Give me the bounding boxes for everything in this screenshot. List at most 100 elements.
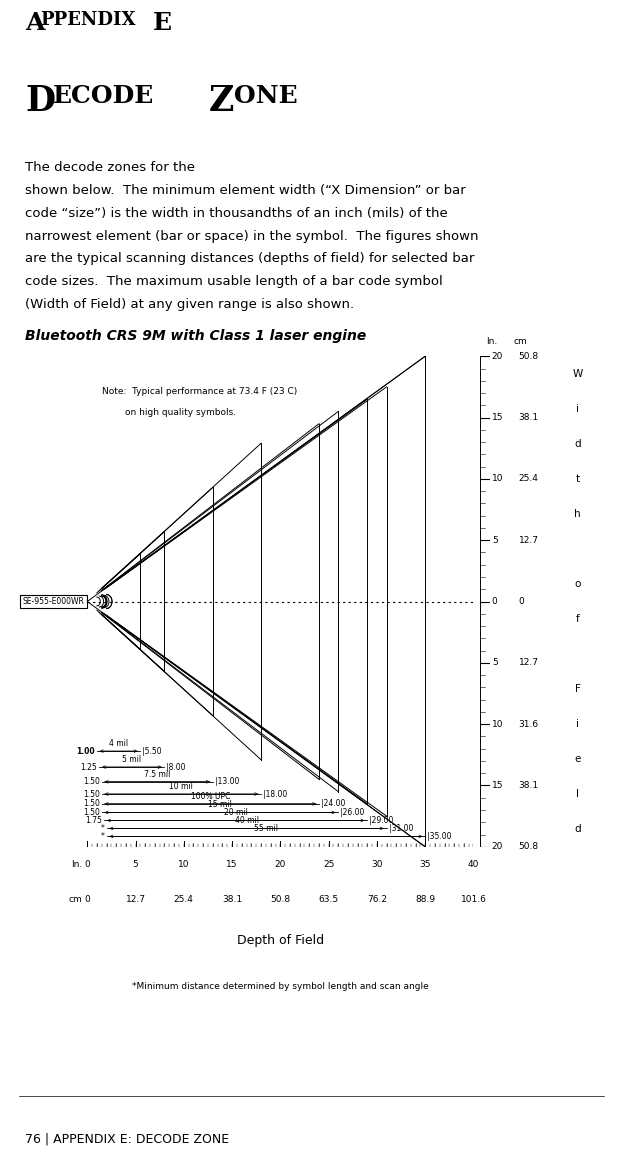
Text: 12.7: 12.7	[125, 895, 146, 904]
Text: 5 mil: 5 mil	[122, 755, 141, 764]
Text: cm: cm	[69, 895, 82, 904]
Text: 38.1: 38.1	[518, 413, 539, 422]
Text: D: D	[25, 84, 55, 118]
Text: 15 mil: 15 mil	[208, 800, 232, 809]
Text: |18.00: |18.00	[263, 790, 287, 799]
Text: ECODE: ECODE	[53, 84, 155, 109]
Text: *: *	[101, 823, 105, 833]
Text: f: f	[576, 614, 579, 624]
Text: 25.4: 25.4	[518, 474, 538, 484]
Text: are the typical scanning distances (depths of field) for selected bar: are the typical scanning distances (dept…	[25, 252, 474, 265]
Text: 20: 20	[492, 842, 503, 851]
Text: narrowest element (bar or space) in the symbol.  The figures shown: narrowest element (bar or space) in the …	[25, 230, 478, 243]
Text: |31.00: |31.00	[389, 823, 413, 833]
Text: 88.9: 88.9	[415, 895, 435, 904]
Text: e: e	[574, 755, 581, 764]
Text: 4 mil: 4 mil	[109, 739, 128, 748]
Text: 5: 5	[133, 860, 138, 869]
Text: i: i	[576, 404, 579, 413]
Text: 40 mil: 40 mil	[234, 816, 259, 826]
Text: 10 mil: 10 mil	[169, 783, 193, 791]
Text: |35.00: |35.00	[427, 832, 452, 841]
Text: Bluetooth CRS 9M with Class 1 laser engine: Bluetooth CRS 9M with Class 1 laser engi…	[25, 329, 366, 343]
Text: o: o	[574, 579, 581, 589]
Text: Depth of Field: Depth of Field	[237, 933, 324, 947]
Text: 31.6: 31.6	[518, 719, 539, 729]
Text: code sizes.  The maximum usable length of a bar code symbol: code sizes. The maximum usable length of…	[25, 276, 443, 288]
Text: 20 mil: 20 mil	[224, 808, 247, 818]
Text: *: *	[101, 832, 105, 841]
Text: 101.6: 101.6	[460, 895, 487, 904]
Text: 15: 15	[492, 781, 503, 790]
Text: 1.00: 1.00	[77, 746, 95, 756]
Text: 1.50: 1.50	[83, 777, 100, 786]
Text: 5: 5	[492, 659, 498, 667]
Text: 10: 10	[492, 719, 503, 729]
Text: (Width of Field) at any given range is also shown.: (Width of Field) at any given range is a…	[25, 298, 354, 311]
Text: 38.1: 38.1	[222, 895, 242, 904]
Text: 63.5: 63.5	[318, 895, 339, 904]
Text: 1.50: 1.50	[83, 799, 100, 808]
Text: on high quality symbols.: on high quality symbols.	[102, 408, 236, 417]
Text: In.: In.	[486, 338, 497, 347]
Text: A: A	[25, 11, 44, 35]
Text: 1.50: 1.50	[83, 808, 100, 816]
Text: 35: 35	[419, 860, 431, 869]
Text: 76 | APPENDIX E: DECODE ZONE: 76 | APPENDIX E: DECODE ZONE	[25, 1133, 229, 1146]
Text: ONE: ONE	[234, 84, 297, 109]
Text: 15: 15	[226, 860, 238, 869]
Text: 0: 0	[492, 597, 498, 606]
Text: d: d	[574, 439, 581, 449]
Text: F: F	[574, 684, 581, 694]
Text: 1.50: 1.50	[83, 790, 100, 799]
Text: 12.7: 12.7	[518, 536, 539, 544]
Text: 7.5 mil: 7.5 mil	[144, 770, 171, 779]
Text: 12.7: 12.7	[518, 659, 539, 667]
Text: 38.1: 38.1	[518, 781, 539, 790]
Text: 20: 20	[275, 860, 286, 869]
Text: SE-955-E000WR: SE-955-E000WR	[22, 597, 84, 606]
Text: The decode zones for the: The decode zones for the	[25, 161, 199, 174]
Text: 76.2: 76.2	[367, 895, 387, 904]
Text: 20: 20	[492, 352, 503, 361]
Text: 25: 25	[323, 860, 335, 869]
Text: 15: 15	[492, 413, 503, 422]
Text: 1.75: 1.75	[85, 816, 102, 825]
Text: 0: 0	[84, 895, 90, 904]
Text: 100% UPC: 100% UPC	[191, 792, 230, 801]
Text: 0: 0	[518, 597, 525, 606]
Text: 50.8: 50.8	[270, 895, 290, 904]
Text: |26.00: |26.00	[340, 808, 364, 816]
Text: l: l	[576, 790, 579, 799]
Text: 50.8: 50.8	[518, 842, 539, 851]
Text: Note:  Typical performance at 73.4 F (23 C): Note: Typical performance at 73.4 F (23 …	[102, 387, 297, 396]
Text: W: W	[573, 369, 583, 378]
Text: 10: 10	[492, 474, 503, 484]
Text: d: d	[574, 825, 581, 834]
Text: 5: 5	[492, 536, 498, 544]
Text: shown below.  The minimum element width (“X Dimension” or bar: shown below. The minimum element width (…	[25, 185, 465, 197]
Text: 1.25: 1.25	[80, 763, 97, 772]
Text: 55 mil: 55 mil	[254, 825, 278, 833]
Text: h: h	[574, 509, 581, 519]
Text: code “size”) is the width in thousandths of an inch (mils) of the: code “size”) is the width in thousandths…	[25, 207, 448, 220]
Text: 40: 40	[468, 860, 479, 869]
Text: i: i	[576, 719, 579, 729]
Text: Z: Z	[209, 84, 234, 118]
Text: 0: 0	[84, 860, 90, 869]
Text: 25.4: 25.4	[174, 895, 194, 904]
Text: |29.00: |29.00	[369, 816, 394, 825]
Text: E: E	[153, 11, 171, 35]
Text: In.: In.	[71, 860, 82, 869]
Text: |8.00: |8.00	[166, 763, 186, 772]
Text: 10: 10	[178, 860, 189, 869]
Text: *Minimum distance determined by symbol length and scan angle: *Minimum distance determined by symbol l…	[132, 982, 429, 992]
Text: |24.00: |24.00	[321, 799, 345, 808]
Text: |5.50: |5.50	[142, 746, 162, 756]
Text: 30: 30	[371, 860, 383, 869]
Text: PPENDIX: PPENDIX	[40, 11, 136, 28]
Text: cm: cm	[514, 338, 528, 347]
Text: t: t	[576, 474, 579, 484]
Text: 50.8: 50.8	[518, 352, 539, 361]
Text: |13.00: |13.00	[215, 777, 239, 786]
